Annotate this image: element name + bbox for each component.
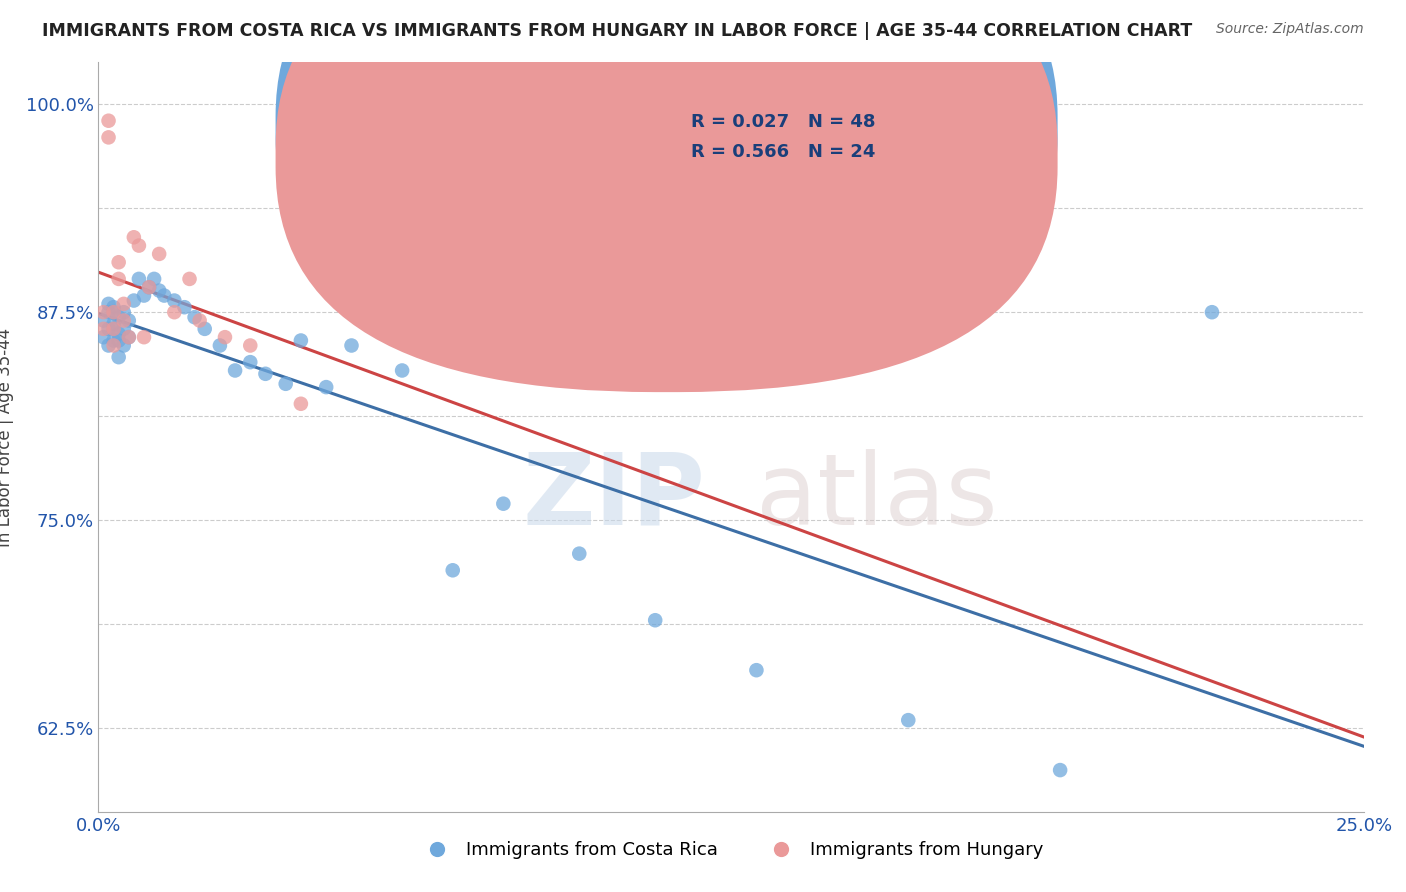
Point — [391, 363, 413, 377]
Point — [568, 547, 591, 561]
Point — [107, 310, 129, 325]
Point — [254, 367, 277, 381]
Point — [103, 317, 125, 331]
Point — [148, 247, 170, 261]
Point — [107, 334, 129, 348]
Point — [112, 305, 135, 319]
Point — [138, 280, 160, 294]
Point — [103, 300, 125, 314]
Point — [122, 230, 145, 244]
Point — [97, 297, 120, 311]
Point — [1049, 763, 1071, 777]
Point — [163, 305, 186, 319]
FancyBboxPatch shape — [276, 0, 1057, 392]
Point — [290, 397, 312, 411]
Point — [103, 338, 125, 352]
Point — [112, 313, 135, 327]
Point — [188, 313, 211, 327]
Point — [97, 322, 120, 336]
Point — [132, 288, 155, 302]
Point — [173, 300, 195, 314]
Point — [93, 313, 115, 327]
Point — [143, 272, 166, 286]
Point — [97, 305, 120, 319]
Point — [112, 338, 135, 352]
Point — [118, 313, 141, 327]
Text: atlas: atlas — [756, 449, 998, 546]
Point — [315, 380, 337, 394]
FancyBboxPatch shape — [630, 96, 959, 186]
Point — [492, 497, 515, 511]
Point — [183, 310, 205, 325]
Point — [340, 338, 363, 352]
Text: Source: ZipAtlas.com: Source: ZipAtlas.com — [1216, 22, 1364, 37]
Point — [112, 297, 135, 311]
Point — [138, 280, 160, 294]
Point — [163, 293, 186, 308]
Point — [745, 663, 768, 677]
Point — [103, 322, 125, 336]
Point — [103, 305, 125, 319]
Point — [290, 334, 312, 348]
Point — [366, 313, 388, 327]
Point — [194, 322, 217, 336]
Point — [224, 363, 246, 377]
Point — [214, 330, 236, 344]
FancyBboxPatch shape — [276, 0, 1057, 362]
Point — [132, 330, 155, 344]
Point — [93, 330, 115, 344]
Point — [103, 322, 125, 336]
Point — [148, 284, 170, 298]
Point — [1201, 305, 1223, 319]
Point — [239, 355, 262, 369]
Point — [897, 713, 920, 727]
Text: R = 0.027   N = 48: R = 0.027 N = 48 — [690, 113, 875, 131]
Point — [97, 130, 120, 145]
Point — [179, 272, 201, 286]
Point — [97, 113, 120, 128]
Point — [239, 338, 262, 352]
Point — [107, 272, 129, 286]
Point — [93, 322, 115, 336]
Y-axis label: In Labor Force | Age 35-44: In Labor Force | Age 35-44 — [0, 327, 14, 547]
Point — [153, 288, 176, 302]
Point — [118, 330, 141, 344]
Legend: Immigrants from Costa Rica, Immigrants from Hungary: Immigrants from Costa Rica, Immigrants f… — [412, 834, 1050, 866]
Point — [112, 322, 135, 336]
Point — [128, 238, 150, 252]
Point — [97, 338, 120, 352]
Text: R = 0.566   N = 24: R = 0.566 N = 24 — [690, 144, 875, 161]
Text: IMMIGRANTS FROM COSTA RICA VS IMMIGRANTS FROM HUNGARY IN LABOR FORCE | AGE 35-44: IMMIGRANTS FROM COSTA RICA VS IMMIGRANTS… — [42, 22, 1192, 40]
Text: ZIP: ZIP — [523, 449, 706, 546]
Point — [107, 350, 129, 364]
Point — [103, 334, 125, 348]
Point — [122, 293, 145, 308]
Point — [128, 272, 150, 286]
Point — [118, 330, 141, 344]
Point — [107, 326, 129, 341]
Point — [274, 376, 297, 391]
Point — [103, 305, 125, 319]
Point — [208, 338, 231, 352]
Point — [441, 563, 464, 577]
Point — [107, 255, 129, 269]
Point — [93, 305, 115, 319]
Point — [644, 613, 666, 627]
